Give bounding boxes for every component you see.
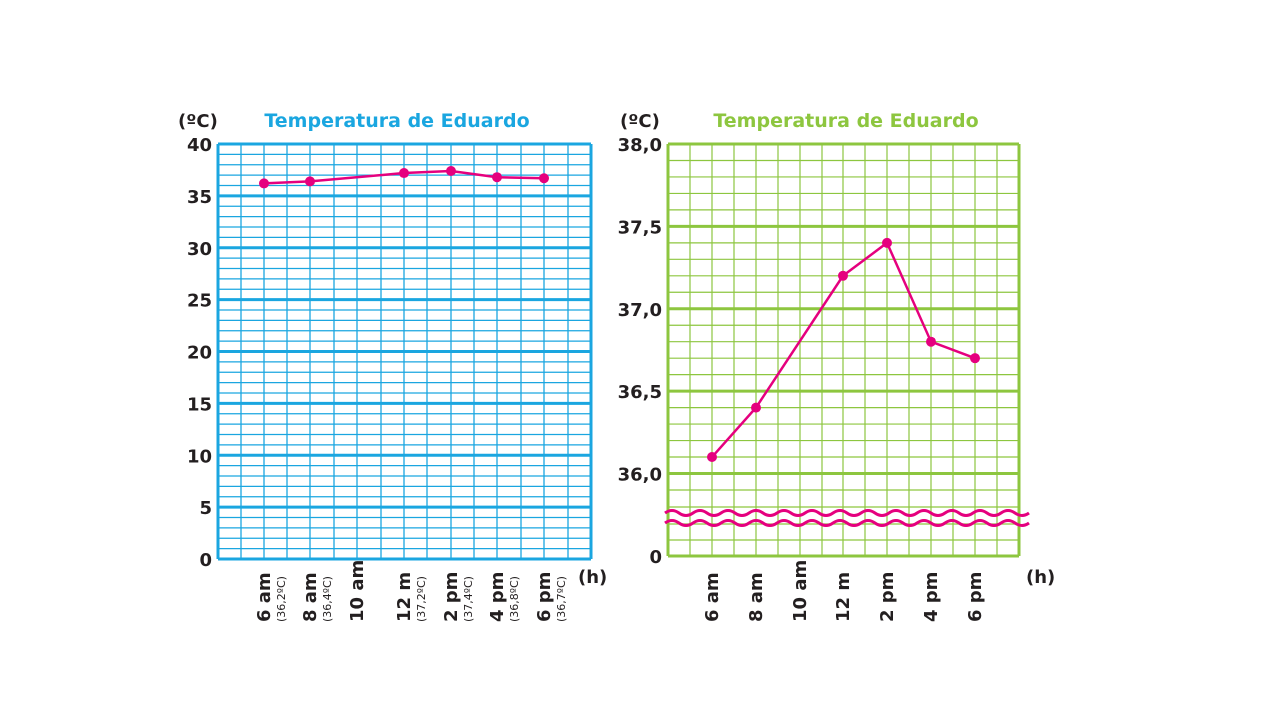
x-tick-note: (36,4ºC) [321,576,334,622]
series-line [263,169,545,185]
data-point [305,176,315,187]
data-point [838,270,848,281]
y-tick-label: 10 [187,446,212,467]
series-line [711,240,976,458]
right-chart-title: Temperatura de Eduardo [713,110,978,132]
x-tick-note: (36,2ºC) [275,576,288,622]
left-x-ticks: 6 am (36,2ºC) 8 am (36,4ºC) 10 am 12 m (37,2ºC… [254,560,568,622]
data-point [970,353,980,364]
right-x-unit-label: (h) [1026,567,1055,588]
right-x-ticks: 6 am 8 am 10 am 12 m 2 pm 4 pm 6 pm [702,560,986,622]
right-chart: (ºC) Temperatura de Eduardo (h) 0 36,0 36,… [618,110,1056,622]
left-y-ticks: 0 5 10 15 20 25 30 35 40 [187,135,212,571]
y-tick-label: 40 [187,135,212,156]
y-tick-label: 0 [199,550,212,571]
x-tick-label: 4 pm [921,572,942,622]
data-point [259,178,269,189]
left-y-unit-label: (ºC) [178,111,218,132]
x-tick-note: (36,8ºC) [508,576,521,622]
data-point [492,172,502,183]
y-tick-label: 35 [187,187,212,208]
x-tick-note: (37,2ºC) [415,576,428,622]
left-plot [259,165,549,189]
break-wave-line [664,519,1030,527]
y-tick-label: 36,5 [618,382,662,403]
left-x-unit-label: (h) [578,567,607,588]
right-y-ticks: 0 36,0 36,5 37,0 37,5 38,0 [618,135,662,568]
right-y-unit-label: (ºC) [620,111,660,132]
x-tick-label: 6 am [702,572,723,622]
left-chart: (ºC) Temperatura de Eduardo (h) 0 5 10 15 20… [178,110,607,622]
x-tick-label: 12 m [394,572,415,622]
right-plot [707,237,980,463]
data-point [882,237,892,248]
y-tick-label: 36,0 [618,465,662,486]
y-tick-label: 25 [187,291,212,312]
x-tick-label: 6 pm [534,572,555,622]
data-point [751,402,761,413]
data-point [707,452,717,463]
y-tick-label: 37,5 [618,217,662,238]
data-point [399,168,409,179]
y-tick-label: 30 [187,239,212,260]
y-tick-label: 37,0 [618,300,662,321]
x-tick-note: (37,4ºC) [462,576,475,622]
x-tick-note: (36,7ºC) [555,576,568,622]
right-grid [666,142,1021,558]
y-tick-label: 20 [187,343,212,364]
data-point [926,336,936,347]
y-tick-label: 15 [187,394,212,415]
x-tick-label: 2 pm [441,572,462,622]
left-chart-title: Temperatura de Eduardo [264,110,529,132]
x-tick-label: 2 pm [877,572,898,622]
x-tick-label: 10 am [347,560,368,622]
x-tick-label: 8 am [300,572,321,622]
x-tick-label: 10 am [790,560,811,622]
y-tick-label: 5 [199,498,212,519]
x-tick-label: 8 am [746,572,767,622]
x-tick-label: 12 m [833,572,854,622]
data-point [539,173,549,184]
axis-break-wave [664,509,1030,527]
x-tick-label: 4 pm [487,572,508,622]
break-wave-line [664,509,1030,517]
x-tick-label: 6 pm [965,572,986,622]
y-tick-label: 38,0 [618,135,662,156]
y-tick-label: 0 [649,547,662,568]
x-tick-label: 6 am [254,572,275,622]
left-grid [216,142,593,561]
data-point [446,165,456,176]
